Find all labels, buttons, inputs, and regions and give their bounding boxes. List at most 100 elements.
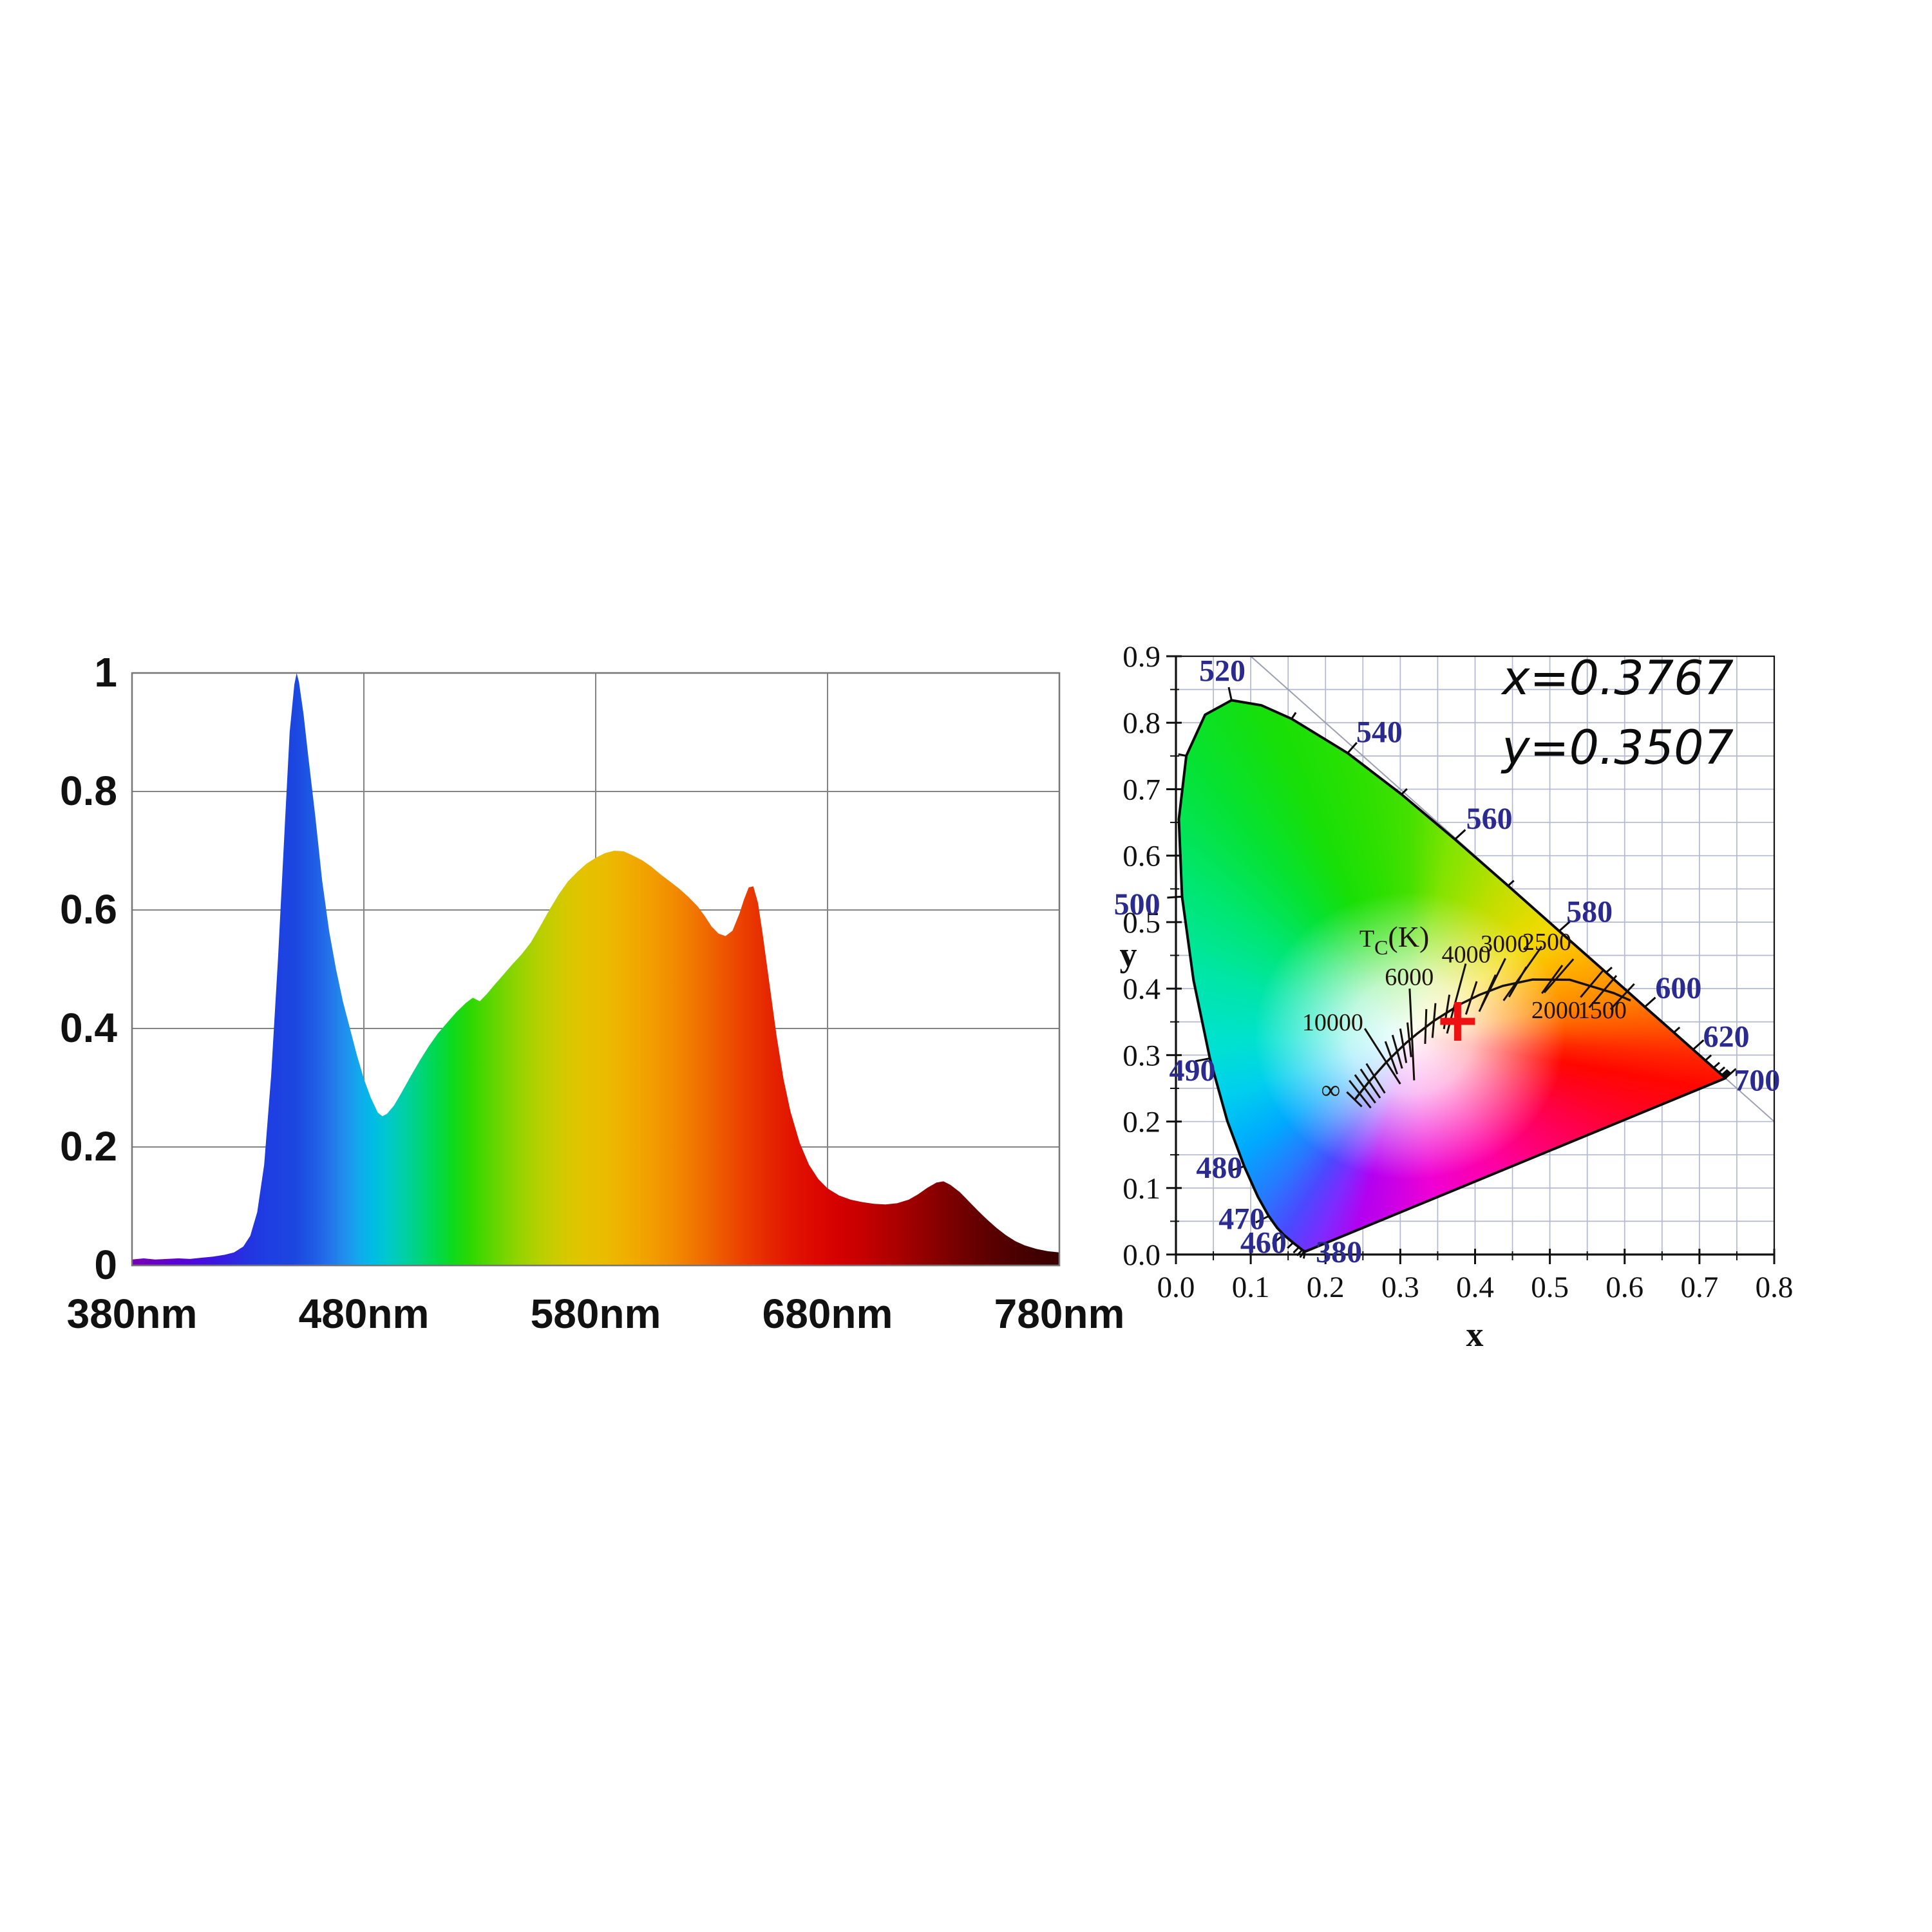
x-tick-label: 0.0 bbox=[1157, 1271, 1195, 1304]
wavelength-label: 520 bbox=[1199, 654, 1245, 688]
x-tick-label: 480nm bbox=[299, 1291, 430, 1337]
x-tick-label: 0.7 bbox=[1681, 1271, 1719, 1304]
isotherm-tick bbox=[1354, 1074, 1376, 1104]
y-tick-label: 0.3 bbox=[1122, 1039, 1160, 1072]
tc-k-label: TC(K) bbox=[1359, 920, 1429, 959]
annotation-y-value: y=0.3507 bbox=[1501, 721, 1734, 775]
locus-tick bbox=[1178, 753, 1187, 757]
locus-tick bbox=[1718, 1066, 1726, 1074]
isotherm-tick bbox=[1424, 1009, 1428, 1044]
isotherm-line-6000 bbox=[1408, 989, 1416, 1081]
x-tick-label: 0.1 bbox=[1232, 1271, 1270, 1304]
locus-tick bbox=[1296, 1249, 1303, 1256]
y-tick-label: 0.5 bbox=[1122, 906, 1160, 940]
y-tick-label: 0 bbox=[94, 1242, 117, 1288]
plot-border bbox=[131, 672, 1061, 1267]
isotherm-tick bbox=[1406, 1022, 1412, 1057]
y-tick-label: 0.6 bbox=[1122, 840, 1160, 873]
locus-tick bbox=[1302, 1251, 1306, 1259]
cie-linework: 0.0 0.1 0.2 0.3 0.4 0.5 0.6 0.7 0.8 0.0 0.1 0.2 0.3 0… bbox=[1114, 640, 1794, 1304]
wavelength-tick bbox=[1272, 1234, 1285, 1245]
y-tick-label: 0.4 bbox=[1122, 972, 1160, 1006]
y-tick-label: 0.1 bbox=[1122, 1172, 1160, 1206]
locus-tick bbox=[1291, 712, 1297, 719]
isotherm-tick bbox=[1508, 966, 1528, 998]
locus-tick bbox=[1721, 1069, 1728, 1076]
wavelength-label: 460 bbox=[1240, 1226, 1287, 1260]
isotherm-line-10000 bbox=[1363, 1028, 1401, 1085]
wavelength-label: 470 bbox=[1218, 1202, 1265, 1236]
locus-tick bbox=[1712, 1061, 1720, 1069]
y-tick-label: 0.6 bbox=[60, 886, 117, 933]
wavelength-tick bbox=[1692, 1039, 1705, 1050]
isotherm-tick bbox=[1481, 974, 1497, 1007]
isotherm-tick bbox=[1541, 964, 1564, 994]
wavelength-tick bbox=[1725, 1068, 1737, 1079]
y-tick-label: 1 bbox=[94, 649, 117, 696]
y-tick-label: 0.2 bbox=[1122, 1106, 1160, 1139]
x-tick-label: 0.3 bbox=[1381, 1271, 1419, 1304]
temperature-label: 4000 bbox=[1442, 941, 1491, 968]
isotherm-tick bbox=[1464, 981, 1478, 1015]
locus-tick bbox=[1605, 966, 1613, 974]
temperature-label: 6000 bbox=[1385, 964, 1434, 991]
x-tick-label: 0.8 bbox=[1756, 1271, 1794, 1304]
wavelength-tick bbox=[1644, 996, 1656, 1008]
isotherm-line-inf bbox=[1346, 1091, 1363, 1108]
isotherm-tick bbox=[1609, 983, 1635, 1010]
locus-tick bbox=[1673, 1027, 1681, 1034]
annotation-x-value: x=0.3767 bbox=[1501, 651, 1734, 706]
x-tick-label: 0.6 bbox=[1605, 1271, 1643, 1304]
y-tick-label: 0.2 bbox=[60, 1123, 117, 1170]
y-tick-label: 0.7 bbox=[1122, 773, 1160, 806]
wavelength-label: 480 bbox=[1196, 1151, 1242, 1185]
wavelength-label: 560 bbox=[1466, 802, 1513, 836]
wavelength-label: 380 bbox=[1316, 1235, 1362, 1269]
isotherm-line-1500 bbox=[1588, 975, 1618, 1009]
isotherm-tick bbox=[1359, 1068, 1381, 1099]
x-tick-label: 0.5 bbox=[1531, 1271, 1569, 1304]
isotherm-tick bbox=[1431, 1003, 1437, 1038]
wavelength-tick bbox=[1227, 687, 1233, 701]
x-tick-label: 680nm bbox=[762, 1291, 893, 1337]
wavelength-label: 580 bbox=[1566, 895, 1613, 929]
isotherm-tick bbox=[1349, 1079, 1372, 1109]
temperature-label: 10000 bbox=[1302, 1009, 1363, 1036]
locus-tick bbox=[1705, 1054, 1712, 1061]
x-tick-label: 0.2 bbox=[1307, 1271, 1345, 1304]
wavelength-tick bbox=[1195, 1057, 1211, 1063]
temperature-label: 2000 bbox=[1531, 997, 1580, 1024]
isotherm-line-2000 bbox=[1543, 958, 1575, 994]
y-tick-label: 0.0 bbox=[1122, 1238, 1160, 1272]
wavelength-label: 620 bbox=[1703, 1019, 1750, 1054]
temperature-label: 3000 bbox=[1481, 931, 1530, 958]
wavelength-tick bbox=[1347, 742, 1358, 754]
x-tick-label: 0.4 bbox=[1456, 1271, 1494, 1304]
wavelength-tick bbox=[1454, 829, 1466, 840]
x-tick-label: 380nm bbox=[67, 1291, 198, 1337]
locus-tick bbox=[1722, 1070, 1730, 1077]
spectrum-plot: 0 0.2 0.4 0.6 0.8 1 380nm 480nm 580nm 680nm 780nm bbox=[60, 649, 1124, 1337]
wavelength-tick bbox=[1167, 895, 1182, 899]
y-axis-title: y bbox=[1120, 935, 1137, 974]
locus-tick bbox=[1507, 880, 1515, 887]
spectrum-area bbox=[132, 673, 1059, 1265]
y-tick-label: 0.9 bbox=[1122, 640, 1160, 674]
wavelength-label: 490 bbox=[1170, 1054, 1216, 1088]
wavelength-tick bbox=[1558, 920, 1571, 932]
spectral-locus-outline bbox=[1177, 699, 1727, 1253]
x-axis-title: x bbox=[1466, 1315, 1484, 1354]
locus-tick bbox=[1287, 1242, 1294, 1249]
isotherm-tick bbox=[1399, 1028, 1408, 1063]
isotherm-tick bbox=[1391, 1034, 1403, 1069]
isotherm-tick bbox=[1384, 1041, 1399, 1075]
locus-tick bbox=[1299, 1250, 1305, 1258]
y-tick-label: 0.4 bbox=[60, 1005, 117, 1051]
locus-tick bbox=[1401, 788, 1408, 795]
y-tick-label: 0.8 bbox=[1122, 706, 1160, 740]
locus-tick bbox=[1293, 1246, 1300, 1254]
wavelength-label: 700 bbox=[1734, 1064, 1780, 1098]
wavelength-label: 600 bbox=[1655, 971, 1701, 1005]
